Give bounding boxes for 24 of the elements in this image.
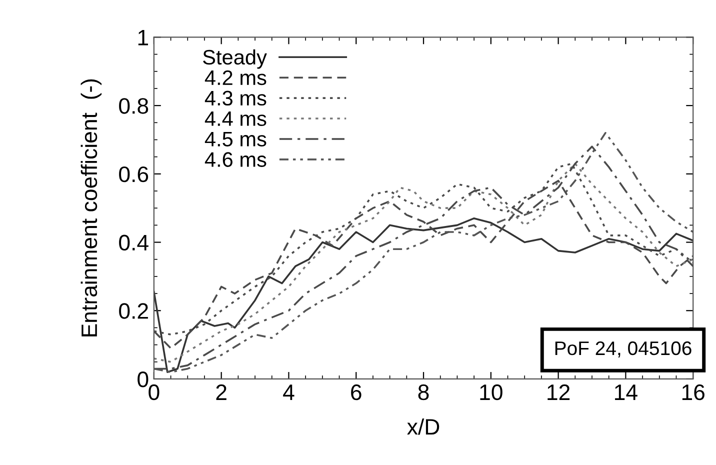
x-tick-label: 10 xyxy=(480,384,502,400)
x-tick-label: 16 xyxy=(682,384,704,400)
y-tick-label: 1 xyxy=(138,30,148,46)
annotation: PoF 24, 045106 xyxy=(555,341,692,358)
legend-label: 4.4 ms xyxy=(204,111,266,126)
y-tick-label: 0.8 xyxy=(119,98,148,114)
x-tick-label: 12 xyxy=(548,384,570,400)
y-tick-label: 0.6 xyxy=(119,166,148,182)
legend-label: 4.3 ms xyxy=(204,90,266,106)
x-tick-label: 0 xyxy=(148,384,160,400)
x-tick-label: 4 xyxy=(283,384,294,400)
x-tick-label: 6 xyxy=(351,384,362,400)
y-tick-label: 0 xyxy=(138,372,148,388)
legend-label: 4.6 ms xyxy=(204,152,266,167)
y-axis-title: Entrainment coefficient (-) xyxy=(80,79,102,336)
y-tick-label: 0.4 xyxy=(119,234,148,251)
y-tick-label: 0.2 xyxy=(119,303,148,319)
x-tick-label: 8 xyxy=(418,384,429,400)
x-axis-title: x/D xyxy=(407,418,440,435)
legend-label: 4.2 ms xyxy=(204,70,266,86)
legend-label: 4.5 ms xyxy=(204,132,266,146)
x-tick-label: 2 xyxy=(216,384,226,400)
x-tick-label: 14 xyxy=(615,384,638,400)
legend-label: Steady xyxy=(203,49,267,69)
